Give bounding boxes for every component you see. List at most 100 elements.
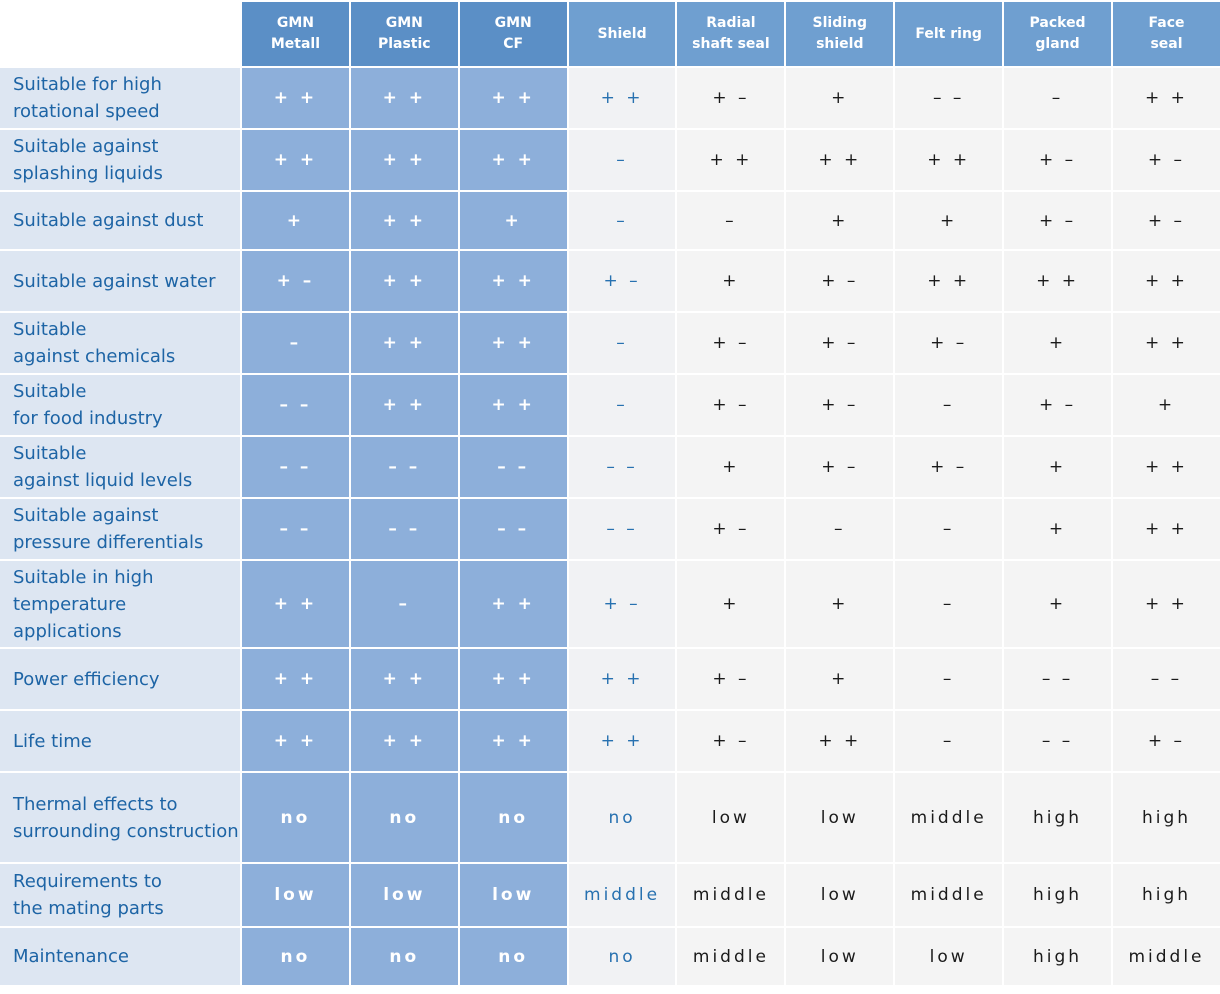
rating-cell-face-seal: high	[1112, 773, 1220, 862]
rating-value: –	[942, 669, 955, 689]
rating-cell-gmn-cf: no	[459, 773, 567, 862]
rating-value: –	[398, 594, 411, 614]
col-label-line1: Face	[1148, 15, 1185, 31]
col-label-line2: gland	[1035, 36, 1080, 52]
rating-value: + +	[1145, 594, 1188, 614]
rating-cell-gmn-cf: + +	[459, 649, 567, 709]
rating-value: middle	[910, 807, 987, 828]
rating-cell-felt-ring: +	[895, 192, 1003, 249]
rating-value: + +	[600, 88, 644, 108]
rating-cell-sliding-shield: low	[786, 864, 894, 926]
rating-cell-sliding-shield: + –	[786, 437, 894, 497]
row-label: Maintenance	[0, 928, 240, 985]
rating-cell-radial-shaft-seal: –	[677, 192, 785, 249]
rating-value: middle	[692, 946, 769, 967]
rating-cell-gmn-plastic: + +	[350, 251, 458, 311]
row-label-line1: Power efficiency	[13, 668, 160, 690]
rating-value: – –	[1041, 731, 1074, 751]
rating-value: no	[389, 807, 420, 828]
rating-cell-gmn-cf: + +	[459, 313, 567, 373]
rating-cell-radial-shaft-seal: middle	[677, 928, 785, 985]
col-brand: GMN	[494, 15, 532, 31]
rating-cell-shield: –	[568, 313, 676, 373]
rating-value: +	[831, 669, 849, 689]
rating-value: no	[608, 807, 636, 828]
rating-cell-felt-ring: + +	[895, 130, 1003, 190]
rating-cell-gmn-plastic: + +	[350, 68, 458, 128]
rating-value: + +	[491, 594, 535, 614]
rating-cell-gmn-cf: +	[459, 192, 567, 249]
rating-cell-shield: no	[568, 928, 676, 985]
rating-cell-gmn-metall: no	[241, 928, 349, 985]
rating-cell-shield: –	[568, 192, 676, 249]
rating-cell-packed-gland: high	[1004, 864, 1111, 926]
rating-value: no	[498, 946, 529, 967]
col-header-gmn-metall: GMN Metall	[241, 2, 349, 66]
rating-cell-sliding-shield: + –	[786, 375, 894, 435]
rating-cell-sliding-shield: +	[786, 649, 894, 709]
rating-value: + +	[273, 731, 318, 751]
row-label-line1: Suitable for high	[13, 74, 162, 95]
rating-cell-sliding-shield: +	[786, 68, 894, 128]
rating-cell-gmn-metall: +	[241, 192, 349, 249]
rating-value: +	[1157, 395, 1176, 415]
rating-value: + +	[818, 150, 862, 170]
row-label-line1: Suitable	[13, 381, 87, 402]
rating-value: –	[942, 395, 955, 415]
row-label: Suitable against liquid levels	[0, 437, 240, 497]
rating-value: – –	[606, 457, 638, 477]
rating-cell-radial-shaft-seal: +	[677, 251, 785, 311]
rating-value: +	[831, 210, 849, 231]
row-label-line1: Suitable against dust	[13, 210, 204, 231]
rating-value: + –	[712, 731, 750, 751]
col-label: Shield	[597, 25, 647, 42]
table-row: Requirements to the mating parts low low low…	[0, 864, 1220, 926]
col-brand: GMN	[385, 15, 423, 31]
table-row: Maintenance no no no no middle low low high middl…	[0, 928, 1220, 985]
rating-cell-radial-shaft-seal: + +	[677, 130, 785, 190]
rating-value: + +	[382, 731, 426, 751]
rating-cell-packed-gland: +	[1004, 561, 1111, 647]
rating-value: +	[1048, 457, 1067, 477]
rating-value: + +	[491, 271, 535, 291]
rating-value: +	[831, 594, 849, 614]
rating-value: + +	[491, 150, 535, 170]
rating-value: + +	[1145, 271, 1188, 291]
rating-cell-packed-gland: –	[1004, 68, 1111, 128]
rating-value: + +	[382, 210, 426, 231]
row-label: Suitable against water	[0, 251, 240, 311]
rating-value: + –	[1147, 150, 1186, 170]
table-row: Suitable for high rotational speed + + + + +…	[0, 68, 1220, 128]
rating-cell-gmn-plastic: no	[350, 928, 458, 985]
rating-value: low	[929, 946, 968, 967]
rating-cell-shield: + –	[568, 251, 676, 311]
rating-value: no	[280, 946, 311, 967]
rating-cell-felt-ring: –	[895, 561, 1003, 647]
rating-value: middle	[692, 885, 769, 905]
rating-value: + +	[818, 731, 862, 751]
rating-cell-gmn-metall: + +	[241, 68, 349, 128]
rating-value: –	[1051, 88, 1064, 108]
col-label-line2: shaft seal	[692, 36, 770, 52]
table-row: Suitable for food industry – – + + + + – + – + …	[0, 375, 1220, 435]
rating-cell-packed-gland: high	[1004, 773, 1111, 862]
col-label: CF	[503, 36, 524, 52]
rating-value: +	[940, 210, 958, 231]
rating-cell-face-seal: middle	[1112, 928, 1220, 985]
rating-value: + –	[821, 271, 859, 291]
rating-cell-packed-gland: high	[1004, 928, 1111, 985]
rating-value: middle	[910, 885, 987, 905]
rating-value: + +	[382, 669, 426, 689]
rating-cell-shield: – –	[568, 437, 676, 497]
rating-value: low	[274, 885, 317, 905]
table-row: Suitable against pressure differentials – …	[0, 499, 1220, 559]
table-row: Suitable against liquid levels – – – – – – – …	[0, 437, 1220, 497]
col-header-face-seal: Face seal	[1112, 2, 1220, 66]
rating-cell-gmn-plastic: low	[350, 864, 458, 926]
rating-value: + –	[712, 519, 750, 539]
row-label: Suitable for high rotational speed	[0, 68, 240, 128]
row-label: Requirements to the mating parts	[0, 864, 240, 926]
rating-cell-radial-shaft-seal: + –	[677, 499, 785, 559]
rating-value: high	[1141, 807, 1192, 828]
row-label-line2: rotational speed	[13, 101, 160, 122]
